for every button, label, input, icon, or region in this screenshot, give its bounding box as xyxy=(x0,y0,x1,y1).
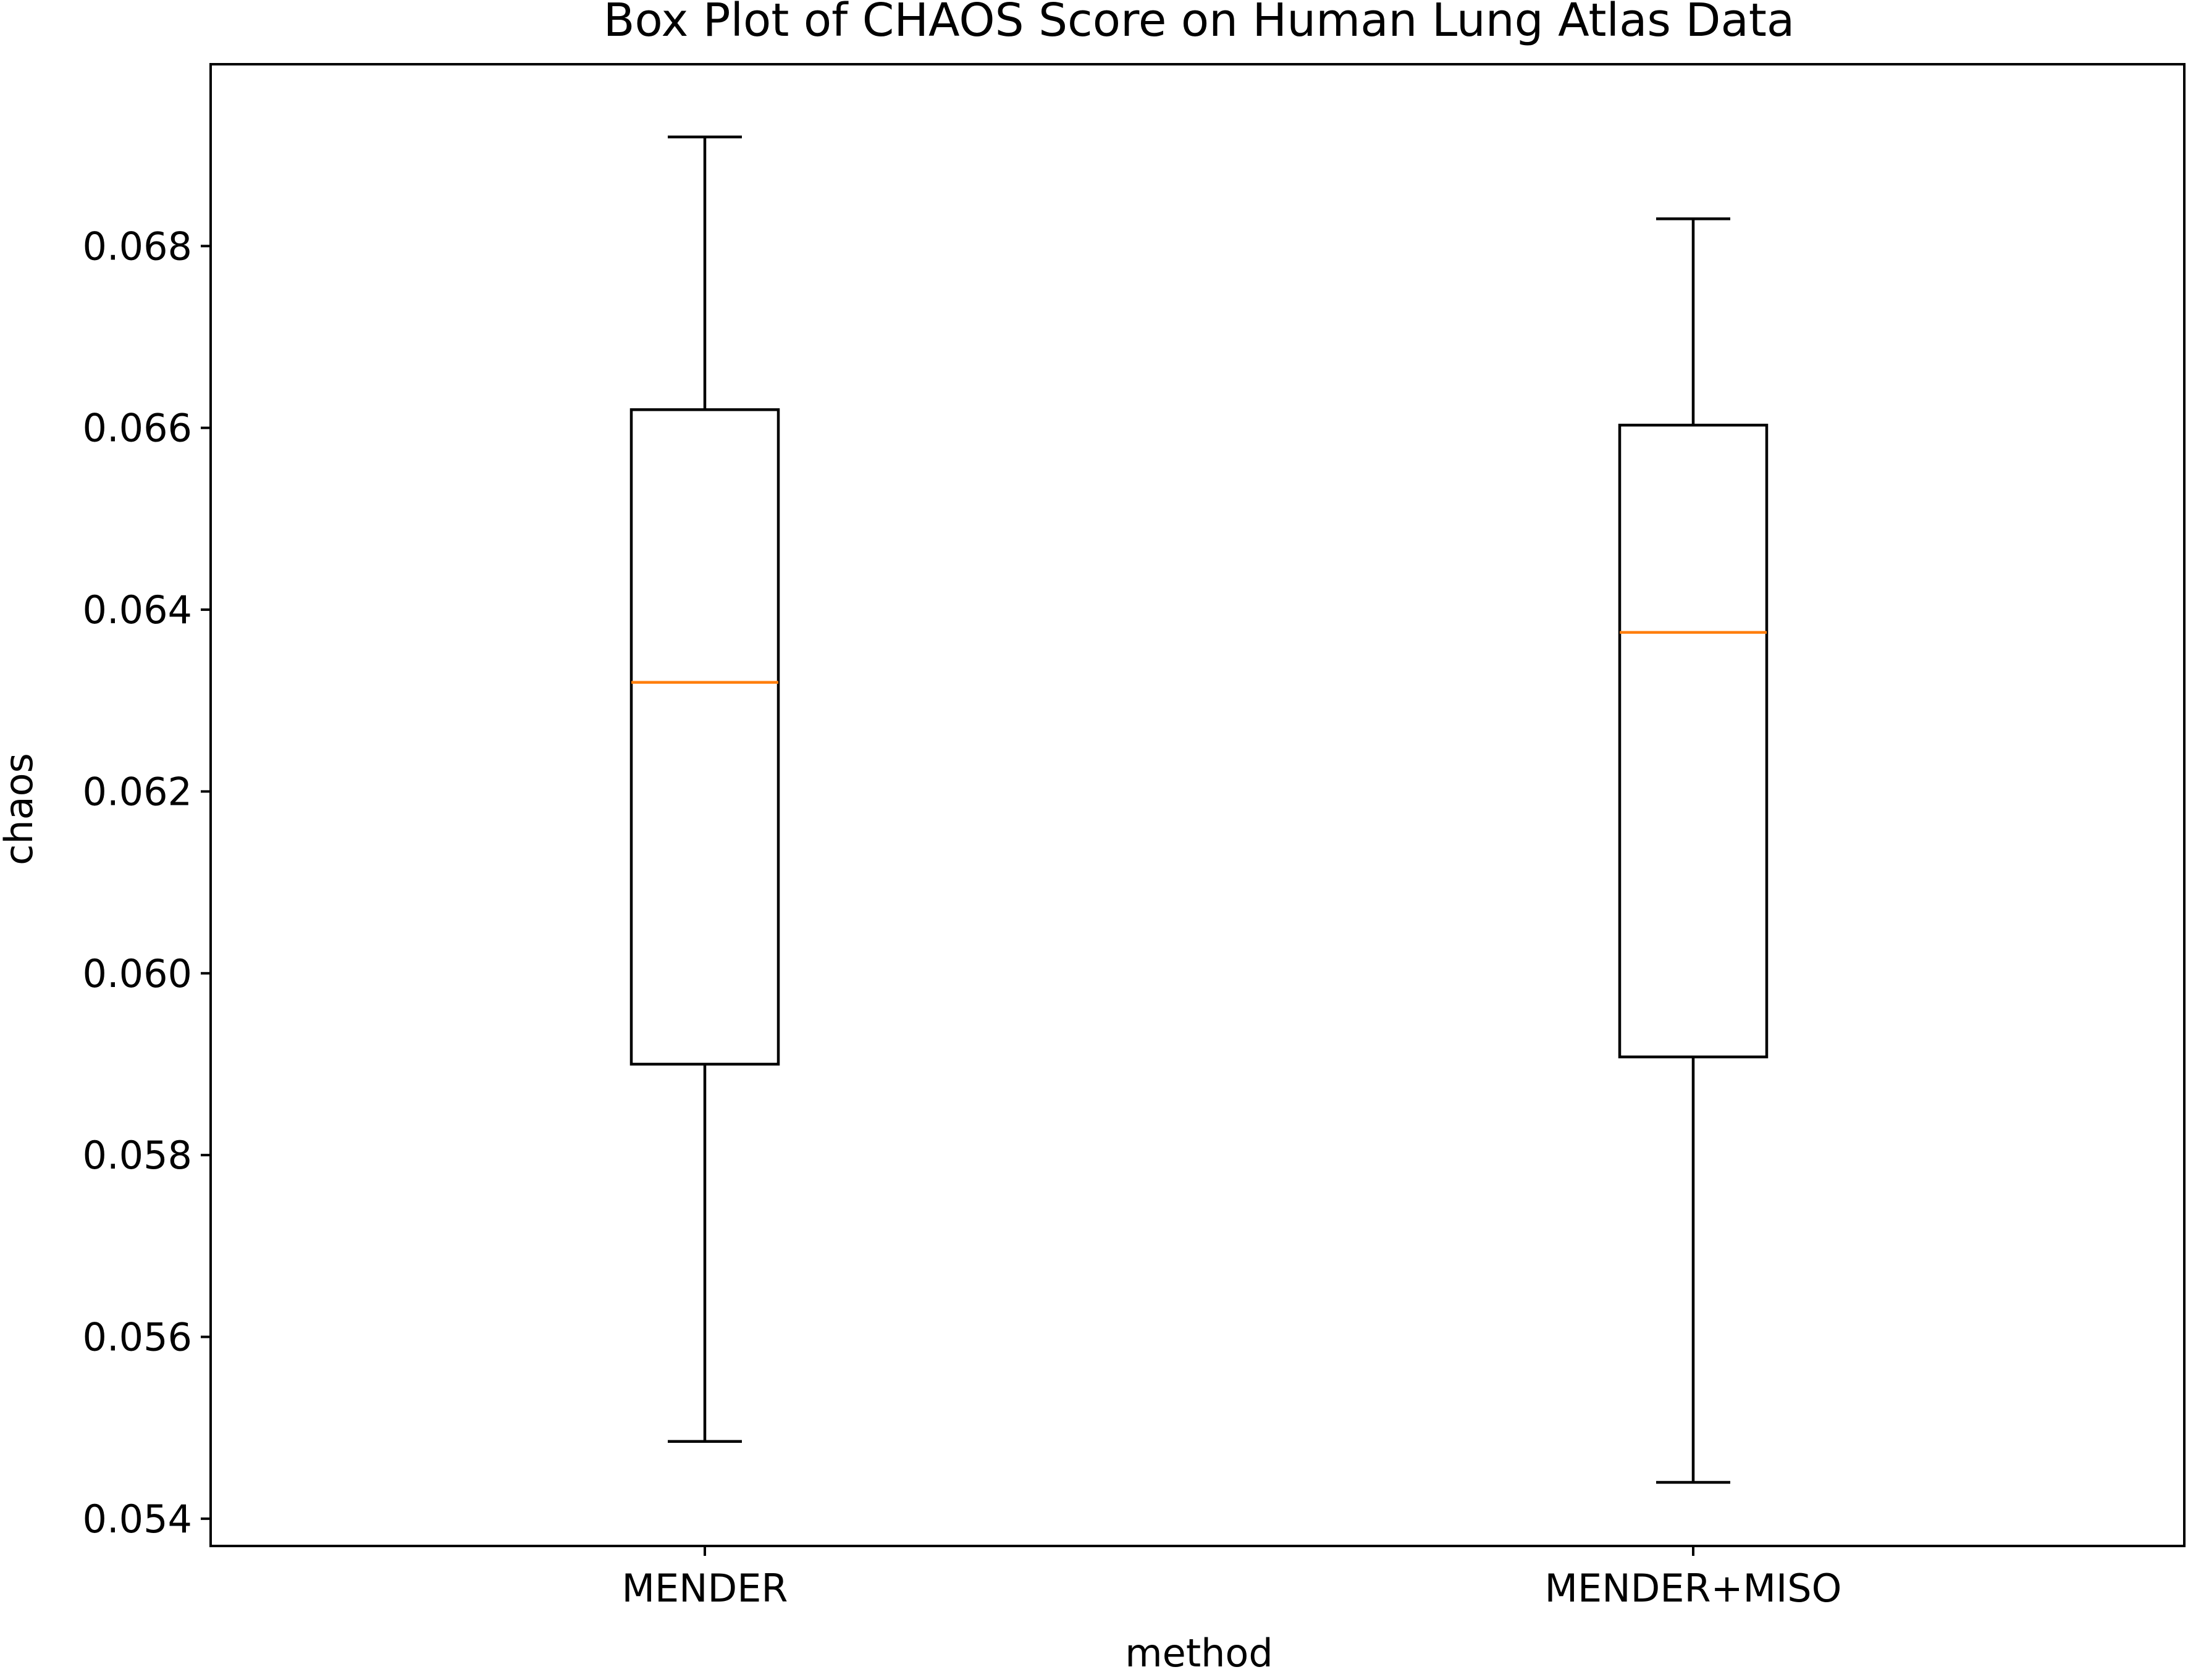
y-tick-label: 0.068 xyxy=(83,224,193,269)
y-tick-label: 0.058 xyxy=(83,1133,193,1178)
y-tick-label: 0.054 xyxy=(83,1497,193,1542)
y-tick-label: 0.056 xyxy=(83,1314,193,1359)
plot-area-frame xyxy=(209,63,2186,1547)
y-tick-label: 0.064 xyxy=(83,587,193,632)
y-tick-label: 0.060 xyxy=(83,951,193,996)
box-iqr xyxy=(629,408,780,1066)
x-tick-label: MENDER+MISO xyxy=(1545,1566,1842,1611)
box-group xyxy=(1618,217,1769,1484)
x-axis: MENDER MENDER+MISO xyxy=(621,1546,1841,1611)
y-axis: 0.054 0.056 0.058 0.060 0.062 0.064 0.066 0.068 xyxy=(83,224,211,1542)
x-tick-label: MENDER xyxy=(621,1566,788,1611)
box-series xyxy=(629,135,1769,1484)
y-tick-label: 0.062 xyxy=(83,769,193,814)
y-axis-label: chaos xyxy=(0,753,41,865)
x-axis-label: method xyxy=(1125,1631,1273,1676)
chart-title: Box Plot of CHAOS Score on Human Lung At… xyxy=(604,0,1795,47)
box-group xyxy=(629,135,780,1443)
y-tick-label: 0.066 xyxy=(83,406,193,451)
box-iqr xyxy=(1618,424,1769,1059)
